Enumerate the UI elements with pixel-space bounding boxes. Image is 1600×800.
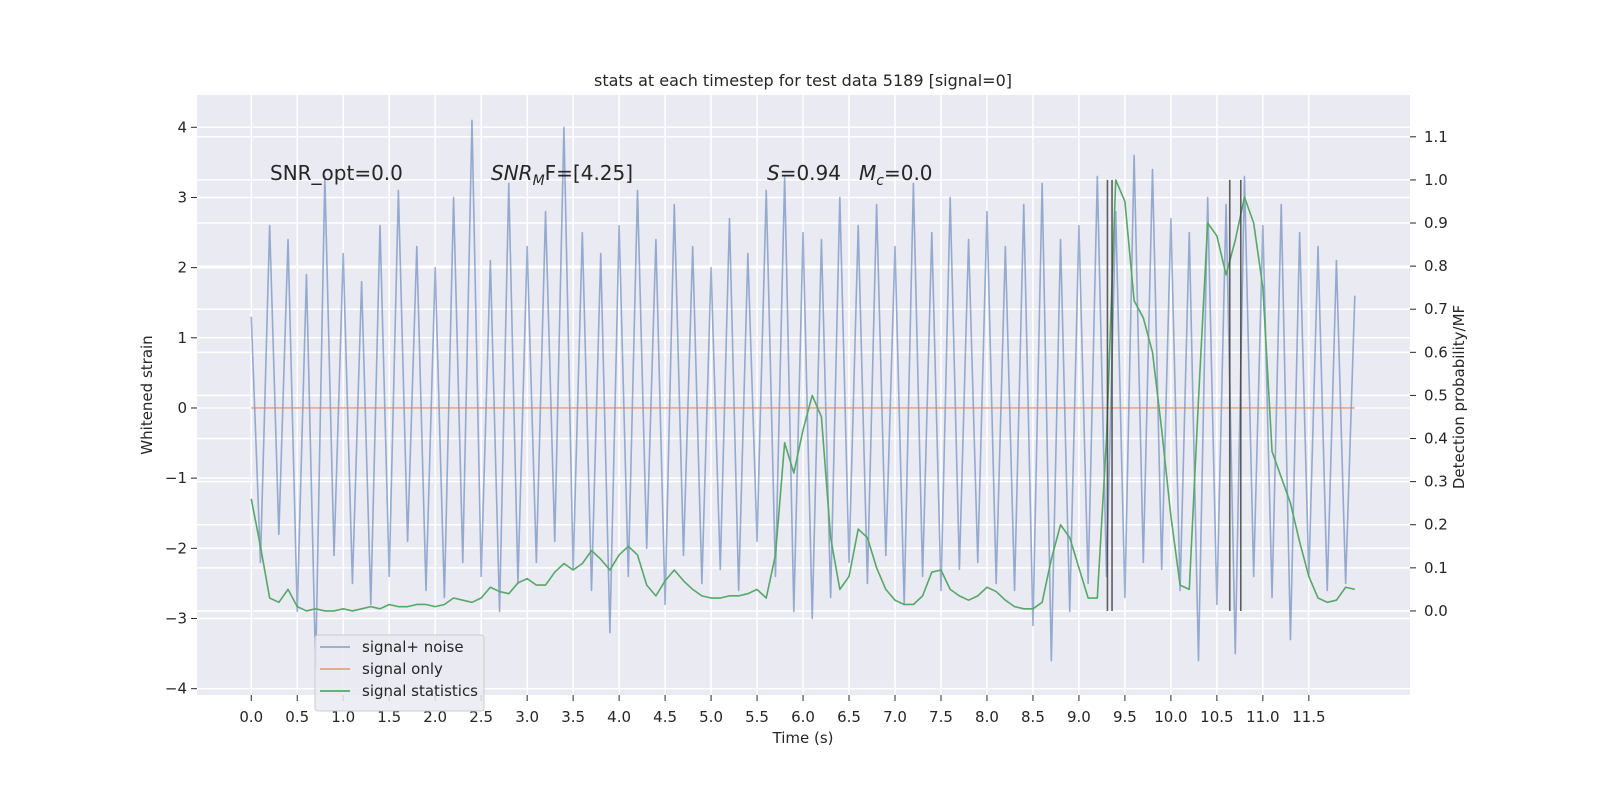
x-axis-label: Time (s)	[772, 729, 834, 747]
annotation-part: =0.94	[780, 161, 841, 185]
annotation-part: =0.0	[884, 161, 933, 185]
x-tick-label: 10.5	[1200, 708, 1233, 726]
legend-label: signal statistics	[362, 682, 478, 700]
x-tick-label: 7.5	[929, 708, 953, 726]
annotation-part: SNR_opt=0.0	[270, 161, 403, 185]
x-tick-label: 3.0	[515, 708, 539, 726]
x-tick-label: 1.0	[331, 708, 355, 726]
x-tick-label: 7.0	[883, 708, 907, 726]
x-tick-label: 0.5	[285, 708, 309, 726]
x-tick-label: 5.0	[699, 708, 723, 726]
annotation-part: SNR	[491, 161, 533, 185]
x-tick-label: 3.5	[561, 708, 585, 726]
y2-tick-label: 0.7	[1424, 300, 1448, 318]
y-tick-label: 1	[177, 329, 187, 347]
annotation-part: F=[4.25]	[545, 161, 633, 185]
x-tick-label: 11.5	[1292, 708, 1325, 726]
legend-box	[314, 634, 485, 712]
legend-label: signal+ noise	[362, 638, 464, 656]
y2-tick-label: 0.9	[1424, 214, 1448, 232]
x-tick-label: 5.5	[745, 708, 769, 726]
y2-tick-label: 0.4	[1424, 430, 1448, 448]
x-tick-label: 6.0	[791, 708, 815, 726]
y2-axis-label: Detection probability/MF	[1450, 305, 1468, 489]
annotation: SNR_opt=0.0	[270, 161, 403, 185]
y-tick-label: −1	[165, 469, 187, 487]
y2-tick-label: 1.0	[1424, 171, 1448, 189]
x-tick-label: 2.0	[423, 708, 447, 726]
x-tick-label: 4.5	[653, 708, 677, 726]
y2-tick-label: 0.2	[1424, 516, 1448, 534]
y-tick-label: 0	[177, 399, 187, 417]
y2-tick-label: 0.0	[1424, 602, 1448, 620]
annotation-part: M	[859, 161, 876, 185]
y-tick-label: 4	[177, 118, 187, 136]
y-tick-label: −2	[165, 539, 187, 557]
y2-tick-label: 0.6	[1424, 343, 1448, 361]
y-tick-label: −4	[165, 680, 187, 698]
x-tick-label: 9.5	[1113, 708, 1137, 726]
x-tick-label: 0.0	[239, 708, 263, 726]
chart-title: stats at each timestep for test data 518…	[594, 71, 1012, 90]
annotation-part: S	[767, 161, 780, 185]
x-tick-label: 11.0	[1246, 708, 1279, 726]
y2-tick-label: 0.3	[1424, 473, 1448, 491]
series-line	[250, 179, 1356, 612]
x-tick-label: 8.5	[1021, 708, 1045, 726]
y-tick-label: 2	[177, 259, 187, 277]
annotation: SNRMF=[4.25]	[491, 161, 633, 189]
y2-tick-label: 0.8	[1424, 257, 1448, 275]
annotation-part: M	[533, 173, 545, 189]
x-tick-label: 6.5	[837, 708, 861, 726]
annotation-part: c	[876, 173, 884, 189]
x-tick-label: 9.0	[1067, 708, 1091, 726]
x-tick-label: 2.5	[469, 708, 493, 726]
legend-label: signal only	[362, 660, 443, 678]
y-tick-label: 3	[177, 188, 187, 206]
x-tick-label: 1.5	[377, 708, 401, 726]
y2-tick-label: 0.1	[1424, 559, 1448, 577]
x-tick-label: 10.0	[1154, 708, 1187, 726]
y2-tick-label: 0.5	[1424, 386, 1448, 404]
x-tick-label: 4.0	[607, 708, 631, 726]
y2-tick-label: 1.1	[1424, 128, 1448, 146]
annotation: Mc=0.0	[859, 161, 933, 189]
x-tick-label: 8.0	[975, 708, 999, 726]
annotation: S=0.94	[767, 161, 841, 185]
series-line	[250, 119, 1356, 669]
y-axis-label: Whitened strain	[138, 335, 156, 454]
y-tick-label: −3	[165, 610, 187, 628]
